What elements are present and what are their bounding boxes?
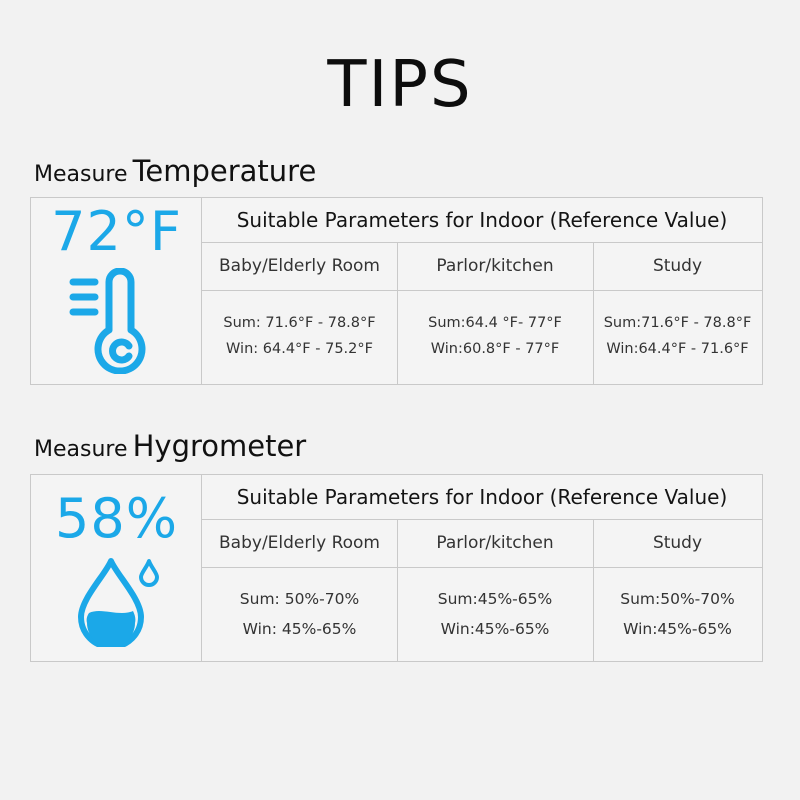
temperature-divider-2 [593, 243, 594, 384]
humidity-panel: 58% Suitable Parameters for Indoor (Refe… [30, 474, 763, 662]
temperature-values-row: Sum: 71.6°F - 78.8°F Win: 64.4°F - 75.2°… [202, 291, 762, 384]
humidity-reading: 58% [54, 487, 179, 550]
thermometer-icon [69, 267, 149, 378]
temperature-table: Suitable Parameters for Indoor (Referenc… [202, 198, 762, 384]
humidity-col-baby: Baby/Elderly Room [219, 533, 380, 553]
temperature-column-headers: Baby/Elderly Room Parlor/kitchen Study [202, 243, 762, 291]
humidity-col-parlor: Parlor/kitchen [436, 533, 554, 553]
humidity-heading-main: Hygrometer [132, 429, 307, 463]
temperature-table-title: Suitable Parameters for Indoor (Referenc… [202, 198, 762, 243]
temperature-heading-main: Temperature [132, 154, 317, 188]
temperature-reading-box: 72°F [31, 198, 202, 384]
humidity-divider-1 [397, 520, 398, 661]
humidity-heading: Measure Hygrometer [34, 429, 306, 463]
water-drop-icon [75, 555, 165, 651]
humidity-cell-parlor: Sum:45%-65% Win:45%-65% [397, 568, 593, 661]
temperature-reading: 72°F [51, 200, 182, 263]
page-title: TIPS [327, 48, 473, 122]
temperature-baby-winter: Win: 64.4°F - 75.2°F [226, 341, 373, 357]
humidity-table-title: Suitable Parameters for Indoor (Referenc… [202, 475, 762, 520]
temperature-study-winter: Win:64.4°F - 71.6°F [606, 341, 749, 357]
temperature-panel: 72°F Suitable Parameters for Indoor (Ref… [30, 197, 763, 385]
temperature-heading-prefix: Measure [34, 162, 128, 187]
temperature-cell-baby: Sum: 71.6°F - 78.8°F Win: 64.4°F - 75.2°… [202, 291, 397, 384]
humidity-parlor-winter: Win:45%-65% [440, 620, 550, 638]
temperature-study-summer: Sum:71.6°F - 78.8°F [603, 315, 752, 331]
humidity-heading-prefix: Measure [34, 437, 128, 462]
humidity-baby-winter: Win: 45%-65% [242, 620, 357, 638]
temperature-cell-study: Sum:71.6°F - 78.8°F Win:64.4°F - 71.6°F [593, 291, 762, 384]
humidity-cell-study: Sum:50%-70% Win:45%-65% [593, 568, 762, 661]
humidity-cell-baby: Sum: 50%-70% Win: 45%-65% [202, 568, 397, 661]
humidity-parlor-summer: Sum:45%-65% [437, 590, 553, 608]
humidity-study-winter: Win:45%-65% [623, 620, 732, 638]
temperature-parlor-winter: Win:60.8°F - 77°F [430, 341, 560, 357]
humidity-column-headers: Baby/Elderly Room Parlor/kitchen Study [202, 520, 762, 568]
humidity-divider-2 [593, 520, 594, 661]
humidity-table: Suitable Parameters for Indoor (Referenc… [202, 475, 762, 661]
humidity-reading-box: 58% [31, 475, 202, 661]
humidity-values-row: Sum: 50%-70% Win: 45%-65% Sum:45%-65% Wi… [202, 568, 762, 661]
temperature-col-baby: Baby/Elderly Room [219, 256, 380, 276]
temperature-col-parlor: Parlor/kitchen [436, 256, 554, 276]
humidity-baby-summer: Sum: 50%-70% [239, 590, 360, 608]
temperature-baby-summer: Sum: 71.6°F - 78.8°F [223, 315, 376, 331]
humidity-study-summer: Sum:50%-70% [620, 590, 735, 608]
temperature-heading: Measure Temperature [34, 154, 316, 188]
temperature-col-study: Study [652, 256, 703, 276]
temperature-divider-1 [397, 243, 398, 384]
temperature-parlor-summer: Sum:64.4 °F- 77°F [428, 315, 562, 331]
humidity-col-study: Study [652, 533, 703, 553]
temperature-cell-parlor: Sum:64.4 °F- 77°F Win:60.8°F - 77°F [397, 291, 593, 384]
